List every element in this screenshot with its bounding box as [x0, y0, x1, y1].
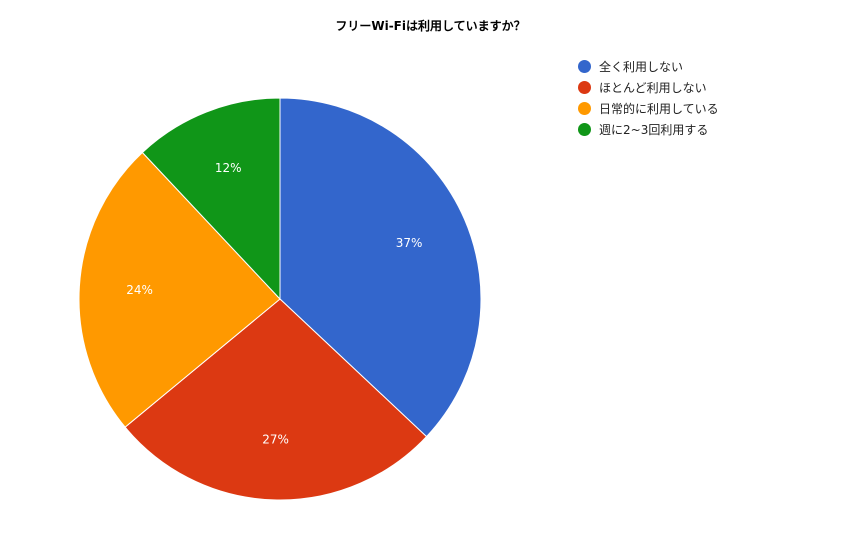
legend-swatch — [578, 102, 591, 115]
pie-slice[interactable] — [124, 298, 428, 501]
pie-slice[interactable] — [141, 97, 281, 301]
legend-swatch — [578, 123, 591, 136]
pie-slice[interactable] — [78, 151, 281, 428]
legend: 全く利用しない ほとんど利用しない 日常的に利用している 週に2~3回利用する — [578, 56, 719, 140]
slice-label: 37% — [396, 236, 423, 250]
legend-item[interactable]: 日常的に利用している — [578, 98, 719, 119]
legend-swatch — [578, 60, 591, 73]
legend-item[interactable]: 週に2~3回利用する — [578, 119, 719, 140]
legend-item[interactable]: ほとんど利用しない — [578, 77, 719, 98]
chart-title: フリーWi-Fiは利用していますか？ — [335, 19, 526, 33]
pie-slice[interactable] — [279, 97, 482, 438]
legend-label: ほとんど利用しない — [599, 81, 707, 95]
slice-label: 24% — [126, 283, 153, 297]
legend-label: 全く利用しない — [599, 60, 684, 74]
legend-item[interactable]: 全く利用しない — [578, 56, 719, 77]
legend-label: 週に2~3回利用する — [599, 123, 709, 137]
legend-label: 日常的に利用している — [599, 102, 719, 116]
legend-swatch — [578, 81, 591, 94]
slice-label: 27% — [262, 433, 289, 447]
slice-label: 12% — [215, 161, 242, 175]
